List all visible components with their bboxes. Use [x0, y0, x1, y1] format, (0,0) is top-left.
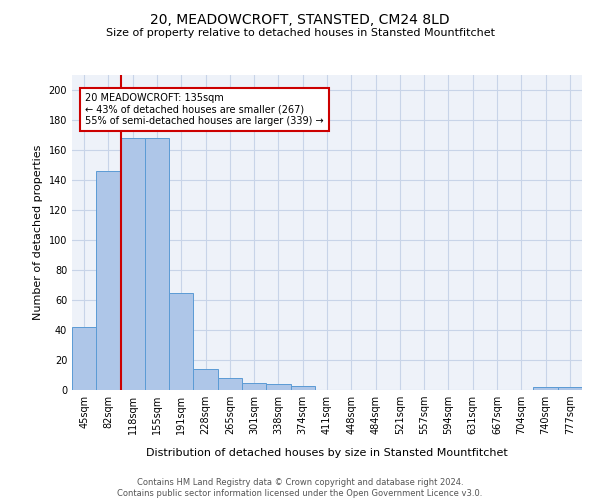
Bar — [558, 387, 582, 390]
Text: Contains HM Land Registry data © Crown copyright and database right 2024.
Contai: Contains HM Land Registry data © Crown c… — [118, 478, 482, 498]
Bar — [266, 384, 290, 390]
Y-axis label: Number of detached properties: Number of detached properties — [33, 145, 43, 320]
Bar — [242, 382, 266, 390]
Bar — [72, 327, 96, 390]
Bar — [218, 378, 242, 390]
Bar — [96, 171, 121, 390]
Text: Distribution of detached houses by size in Stansted Mountfitchet: Distribution of detached houses by size … — [146, 448, 508, 458]
Bar — [145, 138, 169, 390]
Bar — [533, 387, 558, 390]
Bar — [290, 386, 315, 390]
Text: Size of property relative to detached houses in Stansted Mountfitchet: Size of property relative to detached ho… — [106, 28, 494, 38]
Text: 20 MEADOWCROFT: 135sqm
← 43% of detached houses are smaller (267)
55% of semi-de: 20 MEADOWCROFT: 135sqm ← 43% of detached… — [85, 93, 324, 126]
Bar — [193, 369, 218, 390]
Bar — [121, 138, 145, 390]
Bar — [169, 292, 193, 390]
Text: 20, MEADOWCROFT, STANSTED, CM24 8LD: 20, MEADOWCROFT, STANSTED, CM24 8LD — [150, 12, 450, 26]
